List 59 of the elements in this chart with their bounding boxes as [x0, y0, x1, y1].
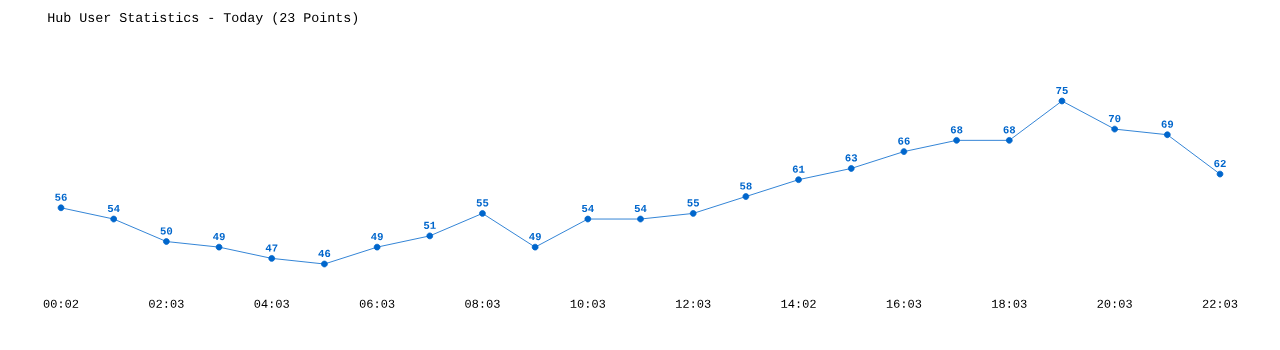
x-tick-label: 14:02	[781, 299, 816, 308]
point	[1111, 125, 1118, 133]
point	[689, 210, 697, 217]
data-label: 54	[581, 204, 594, 213]
data-label: 54	[107, 204, 120, 213]
point	[584, 215, 592, 223]
data-label: 58	[740, 182, 752, 190]
data-label: 50	[160, 227, 173, 235]
x-tick-label: 18:03	[992, 299, 1027, 308]
point	[1164, 131, 1171, 139]
point	[953, 137, 960, 144]
data-label: 68	[950, 126, 963, 134]
point	[373, 243, 381, 251]
x-tick-label: 04:03	[254, 299, 289, 308]
data-label: 68	[1003, 126, 1016, 134]
data-label: 55	[476, 199, 489, 207]
x-tick-label: 16:03	[886, 299, 922, 308]
data-label: 66	[898, 137, 910, 145]
x-tick-label: 12:03	[676, 299, 711, 308]
point	[900, 148, 908, 155]
x-tick-label: 06:03	[359, 299, 395, 308]
x-tick-label: 10:03	[570, 299, 606, 308]
point	[637, 215, 644, 223]
x-tick-label: 08:03	[465, 299, 500, 308]
data-label: 49	[213, 232, 225, 241]
data-label: 70	[1108, 114, 1121, 123]
point	[57, 204, 65, 212]
point	[163, 238, 170, 245]
data-label: 75	[1056, 86, 1068, 95]
x-tick-label: 00:02	[43, 299, 79, 308]
x-tick-label: 02:03	[149, 299, 184, 308]
data-label: 51	[423, 221, 436, 229]
point	[742, 193, 750, 200]
data-label: 61	[792, 165, 805, 173]
data-label: 62	[1214, 159, 1226, 168]
data-label: 56	[55, 193, 67, 201]
point	[531, 243, 539, 251]
data-label: 46	[318, 249, 331, 258]
point	[1216, 170, 1224, 178]
data-label: 55	[687, 199, 700, 207]
point	[1005, 137, 1013, 144]
data-label: 54	[634, 204, 647, 213]
chart-title: Hub User Statistics - Today (23 Points)	[48, 12, 358, 25]
point	[1058, 97, 1066, 105]
data-label: 47	[265, 244, 278, 252]
data-label: 63	[845, 154, 858, 162]
data-label: 49	[371, 232, 383, 241]
data-label: 49	[529, 232, 541, 241]
x-tick-label: 22:03	[1202, 299, 1238, 308]
point	[795, 176, 802, 184]
x-tick-label: 20:03	[1097, 299, 1132, 308]
data-label: 69	[1161, 120, 1174, 128]
point	[110, 215, 118, 223]
point	[215, 243, 223, 251]
point	[426, 232, 434, 240]
point	[268, 255, 276, 262]
point	[847, 165, 855, 172]
point	[321, 260, 328, 268]
point	[479, 210, 486, 217]
